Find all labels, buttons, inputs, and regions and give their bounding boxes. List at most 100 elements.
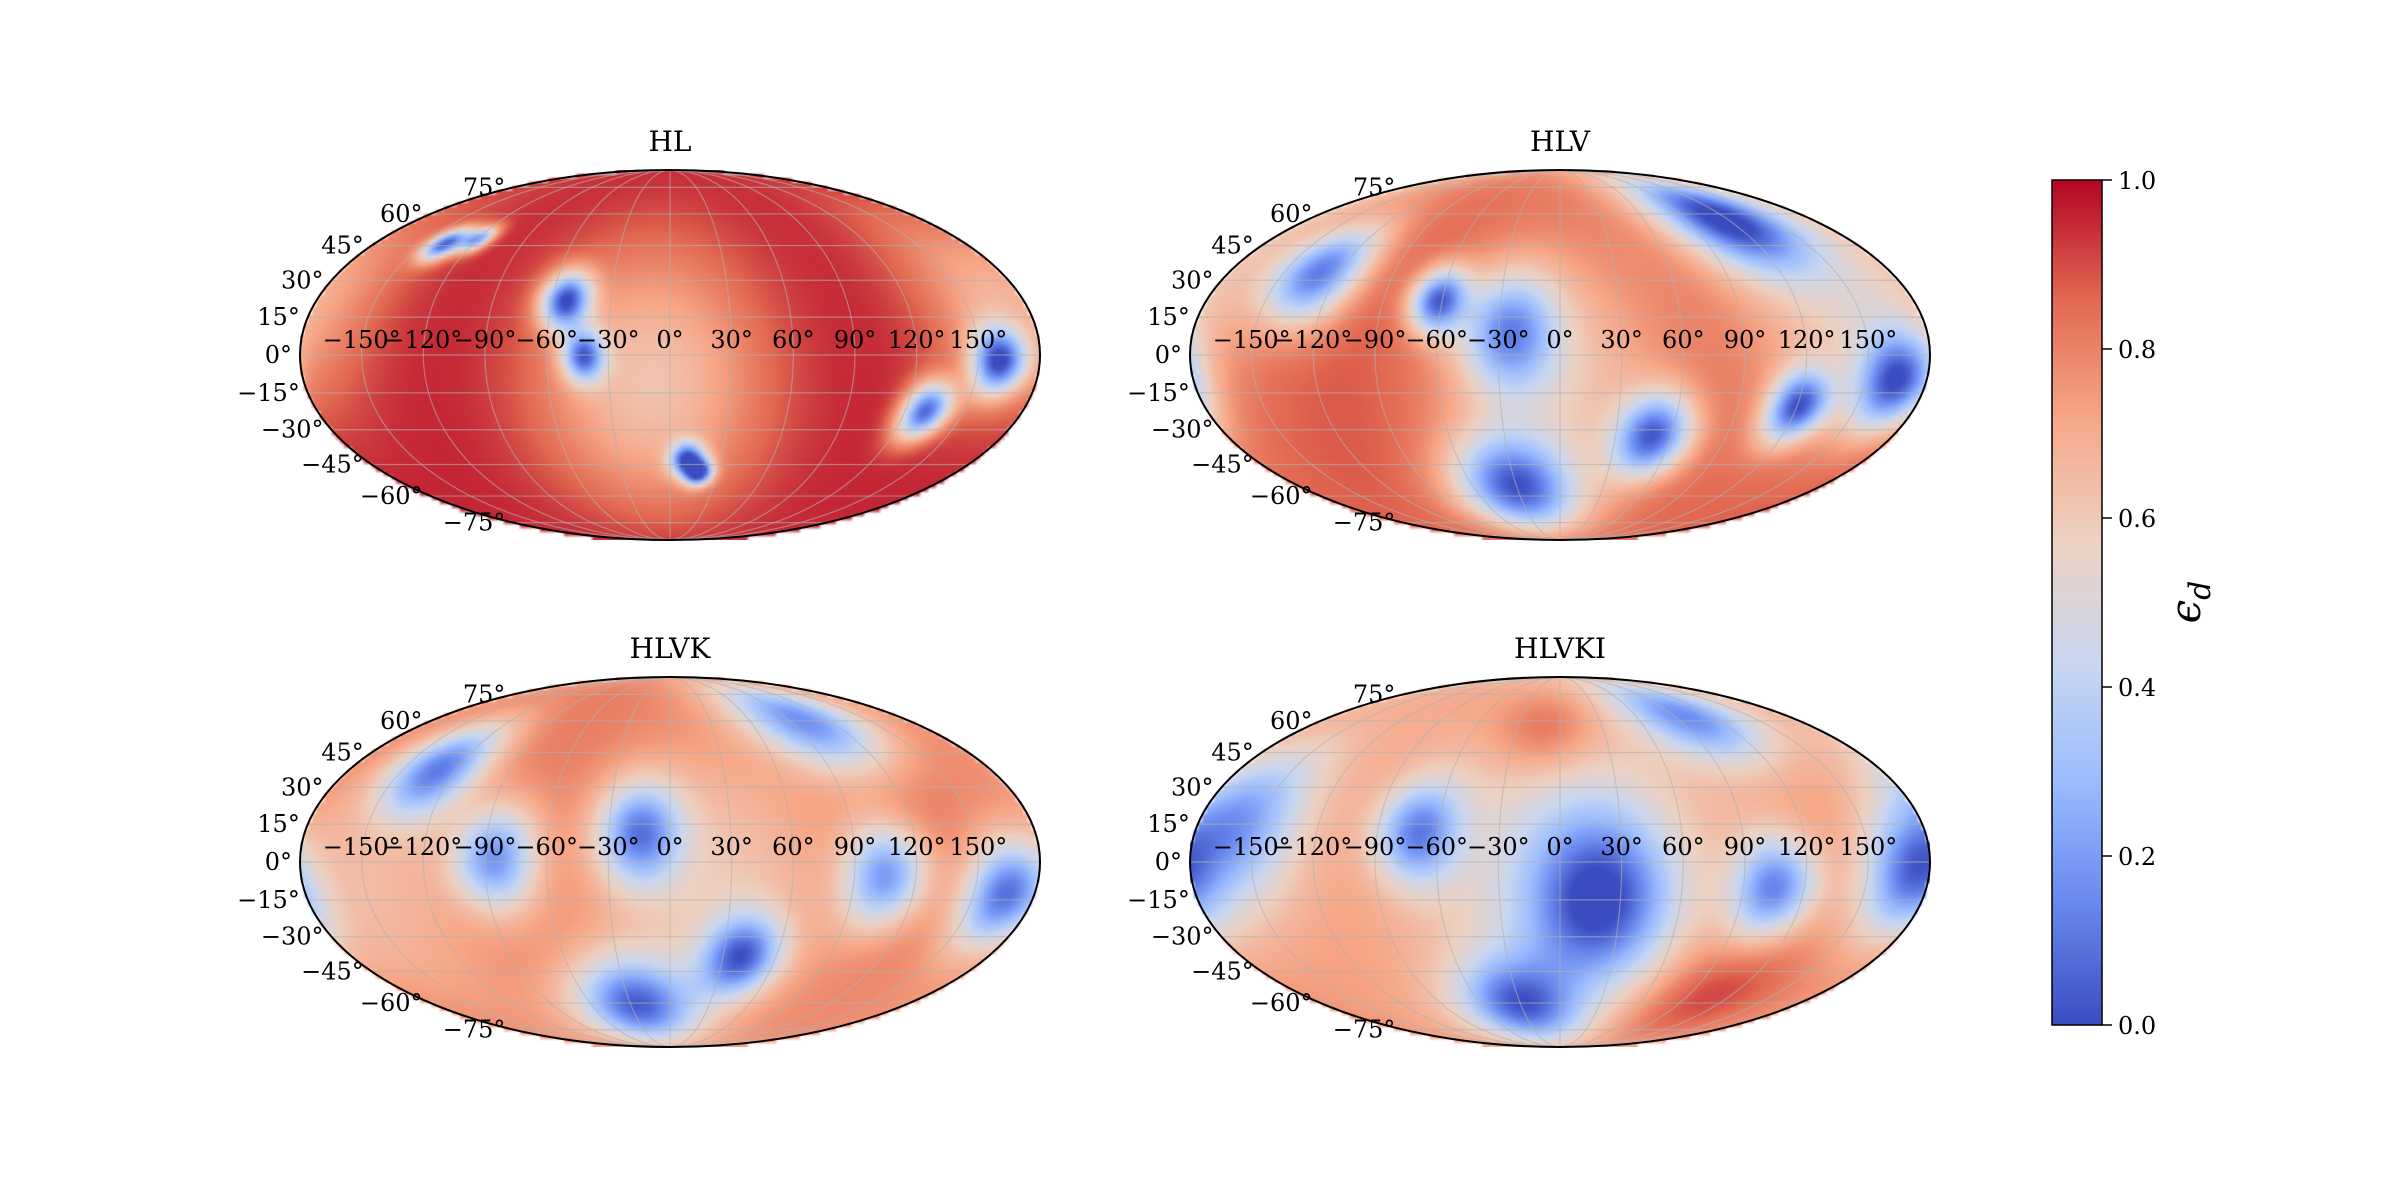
latitude-tick-label: 30°: [281, 266, 324, 294]
longitude-tick-label: −60°: [515, 833, 578, 861]
grid-meridian: [669, 676, 856, 1048]
latitude-tick-label: −45°: [1191, 958, 1254, 986]
longitude-tick-label: −120°: [384, 833, 462, 861]
latitude-tick-label: 75°: [1353, 173, 1396, 201]
graticule: [300, 169, 1040, 541]
panel-title: HLV: [1530, 125, 1591, 158]
longitude-tick-label: −90°: [1344, 326, 1407, 354]
map-outline: [299, 676, 1041, 1048]
longitude-tick-label: −150°: [323, 326, 401, 354]
latitude-tick-label: 30°: [1171, 266, 1214, 294]
colorbar-bar: [2051, 179, 2103, 1026]
map-panel-hl: HL −150°−120°−90° −60° −30° 0° 30° 60° 90° 120°…: [237, 125, 1041, 541]
latitude-tick-label: 75°: [463, 680, 506, 708]
latitude-tick-label: −15°: [237, 886, 300, 914]
latitude-tick-label: −45°: [1191, 451, 1254, 479]
latitude-tick-label: 45°: [321, 231, 364, 259]
grid-meridian: [422, 169, 671, 541]
latitude-tick-label: −45°: [301, 958, 364, 986]
longitude-tick-label: 30°: [710, 326, 753, 354]
longitude-tick-label: 60°: [1662, 833, 1705, 861]
longitude-tick-label: −60°: [1405, 326, 1468, 354]
longitude-tick-label: −150°: [1213, 326, 1291, 354]
grid-meridian: [1559, 676, 1684, 1048]
latitude-tick-label: −60°: [1250, 989, 1313, 1017]
colorbar-label: ϵd: [2161, 581, 2218, 624]
graticule: [300, 676, 1040, 1048]
grid-meridian: [1559, 676, 1623, 1048]
longitude-tick-label: −120°: [1274, 326, 1352, 354]
longitude-tick-label: −90°: [454, 326, 517, 354]
longitude-tick-label: 60°: [772, 326, 815, 354]
grid-meridian: [1559, 169, 1869, 541]
map-outline: [1189, 169, 1931, 541]
map-panel-hlv: HLV −150°−120°−90° −60° −30° 0° 30° 60° 90° 120…: [1127, 125, 1931, 541]
grid-meridian: [546, 676, 671, 1048]
colorbar-label-subscript: d: [2183, 581, 2218, 600]
longitude-tick-label: −60°: [515, 326, 578, 354]
grid-meridian: [1312, 676, 1561, 1048]
grid-meridian: [1497, 169, 1561, 541]
latitude-tick-label: 60°: [1270, 707, 1313, 735]
grid-meridian: [1251, 169, 1561, 541]
graticule: [1190, 676, 1930, 1048]
grid-meridian: [1559, 169, 1623, 541]
longitude-tick-label: −30°: [1467, 326, 1530, 354]
latitude-tick-label: 60°: [1270, 200, 1313, 228]
longitude-tick-label: −90°: [1344, 833, 1407, 861]
grid-meridian: [669, 169, 794, 541]
longitude-tick-label: −150°: [323, 833, 401, 861]
latitude-tick-label: −60°: [360, 482, 423, 510]
longitude-tick-label: 60°: [772, 833, 815, 861]
latitude-tick-label: 0°: [265, 341, 292, 369]
panel-title: HLVKI: [1514, 632, 1606, 665]
grid-meridian: [1312, 169, 1561, 541]
colorbar-tick-label: 1.0: [2118, 167, 2156, 195]
colorbar: 0.0 0.2 0.4 0.6 0.8 1.0 ϵd: [2051, 167, 2218, 1040]
longitude-tick-label: 30°: [710, 833, 753, 861]
latitude-tick-label: −75°: [443, 509, 506, 537]
latitude-tick-label: −60°: [360, 989, 423, 1017]
latitude-tick-label: −30°: [1151, 923, 1214, 951]
panel-title: HLVK: [630, 632, 712, 665]
grid-meridian: [546, 169, 671, 541]
latitude-tick-label: 45°: [321, 738, 364, 766]
latitude-tick-label: 45°: [1211, 231, 1254, 259]
grid-meridian: [1374, 169, 1561, 541]
map-panel-hlvk: HLVK −150°−120°−90° −60° −30° 0° 30° 60° 90° 12…: [237, 632, 1041, 1048]
longitude-tick-label: −120°: [1274, 833, 1352, 861]
colorbar-label-symbol: ϵ: [2161, 600, 2210, 624]
longitude-tick-label: 150°: [1839, 833, 1897, 861]
latitude-tick-label: −15°: [237, 379, 300, 407]
grid-meridian: [1436, 676, 1561, 1048]
colorbar-tick-label: 0.0: [2118, 1012, 2156, 1040]
longitude-tick-label: 120°: [1778, 833, 1836, 861]
grid-meridian: [1374, 676, 1561, 1048]
grid-meridian: [1559, 676, 1869, 1048]
grid-meridian: [1559, 169, 1808, 541]
latitude-tick-label: 30°: [281, 773, 324, 801]
latitude-tick-label: 75°: [463, 173, 506, 201]
grid-meridian: [1559, 169, 1746, 541]
longitude-tick-label: 150°: [1839, 326, 1897, 354]
latitude-tick-label: −30°: [261, 923, 324, 951]
grid-meridian: [669, 169, 918, 541]
grid-meridian: [669, 676, 733, 1048]
latitude-tick-label: 30°: [1171, 773, 1214, 801]
grid-meridian: [1559, 676, 1808, 1048]
latitude-tick-label: 60°: [380, 200, 423, 228]
colorbar-tick-label: 0.2: [2118, 843, 2156, 871]
grid-meridian: [1497, 676, 1561, 1048]
grid-meridian: [484, 169, 671, 541]
latitude-tick-label: −30°: [1151, 416, 1214, 444]
grid-meridian: [422, 676, 671, 1048]
longitude-tick-label: 120°: [888, 833, 946, 861]
grid-meridian: [1559, 676, 1746, 1048]
latitude-tick-label: −60°: [1250, 482, 1313, 510]
grid-meridian: [484, 676, 671, 1048]
longitude-tick-label: −30°: [1467, 833, 1530, 861]
latitude-tick-label: 60°: [380, 707, 423, 735]
longitude-tick-label: 90°: [834, 326, 877, 354]
longitude-tick-label: −120°: [384, 326, 462, 354]
